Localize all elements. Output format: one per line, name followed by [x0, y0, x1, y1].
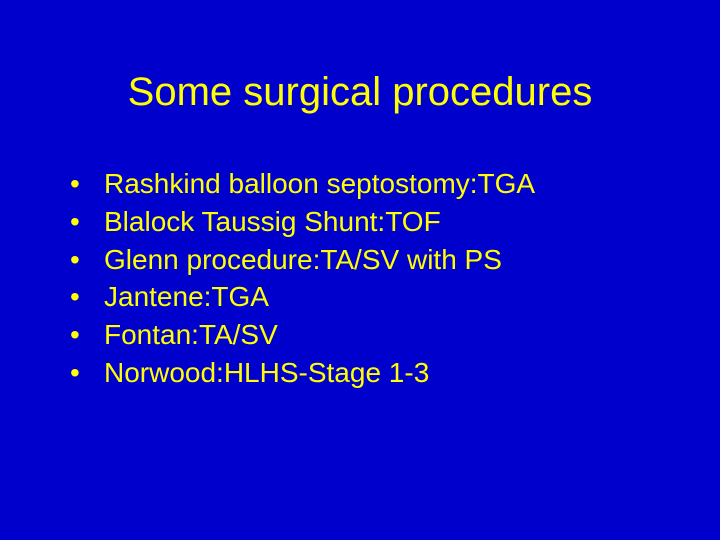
- slide: Some surgical procedures Rashkind balloo…: [0, 0, 720, 540]
- bullet-list: Rashkind balloon septostomy:TGA Blalock …: [0, 165, 720, 392]
- list-item: Fontan:TA/SV: [70, 316, 720, 354]
- list-item: Rashkind balloon septostomy:TGA: [70, 165, 720, 203]
- list-item: Blalock Taussig Shunt:TOF: [70, 203, 720, 241]
- list-item: Glenn procedure:TA/SV with PS: [70, 241, 720, 279]
- list-item: Norwood:HLHS-Stage 1-3: [70, 354, 720, 392]
- slide-title: Some surgical procedures: [0, 70, 720, 115]
- list-item: Jantene:TGA: [70, 278, 720, 316]
